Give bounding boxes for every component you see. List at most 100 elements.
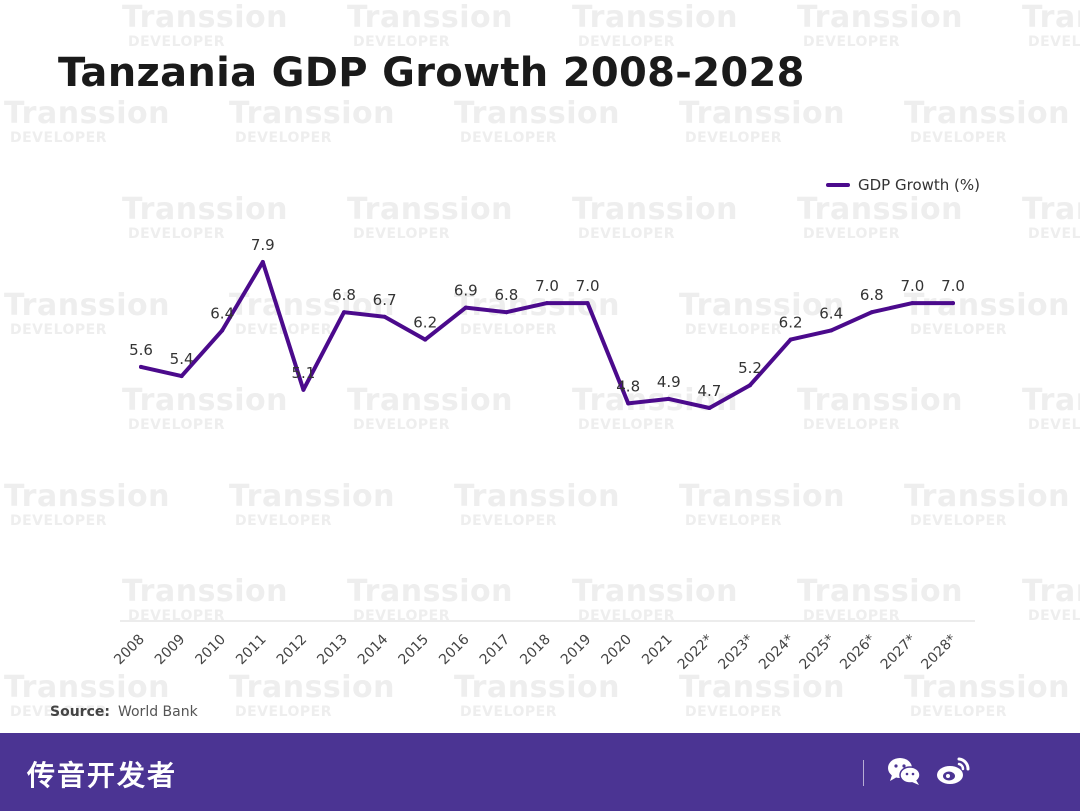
data-label: 4.9 <box>657 373 681 391</box>
data-point <box>504 310 509 315</box>
weibo-icon[interactable] <box>935 755 971 787</box>
data-point <box>788 337 793 342</box>
x-tick-label: 2010 <box>193 632 230 669</box>
x-tick-label: 2022* <box>675 632 716 673</box>
legend-swatch <box>826 183 850 187</box>
data-point <box>626 401 631 406</box>
data-label: 6.9 <box>454 282 478 300</box>
x-tick-label: 2028* <box>918 632 959 673</box>
page-title: Tanzania GDP Growth 2008-2028 <box>58 50 805 96</box>
legend-label: GDP Growth (%) <box>858 176 981 194</box>
data-point <box>748 383 752 388</box>
data-point <box>342 310 346 315</box>
x-tick-label: 2026* <box>837 632 878 673</box>
data-label: 6.4 <box>210 304 234 322</box>
data-point <box>869 310 874 315</box>
data-point <box>951 301 955 306</box>
x-tick-label: 2015 <box>396 632 433 669</box>
data-point <box>829 328 834 333</box>
data-label: 7.9 <box>251 236 275 254</box>
data-label: 5.4 <box>170 350 194 368</box>
data-point <box>179 374 184 379</box>
data-label: 6.8 <box>860 286 884 304</box>
data-label: 7.0 <box>535 277 559 295</box>
data-point <box>545 301 549 306</box>
gdp-line-chart: 5.6 5.4 6.4 7.9 5.1 6.8 6.7 6.2 6.9 6.8 7.0 7.0 4.8 4… <box>111 236 975 673</box>
data-label: 6.4 <box>819 304 843 322</box>
data-point <box>260 260 265 264</box>
data-point <box>910 301 915 306</box>
x-tick-label: 2012 <box>274 632 311 669</box>
x-tick-label: 2013 <box>314 632 351 669</box>
data-label: 5.1 <box>291 364 315 382</box>
data-point <box>585 301 590 306</box>
x-tick-label: 2021 <box>639 632 676 669</box>
x-tick-label: 2014 <box>355 631 392 668</box>
wechat-icon[interactable] <box>886 755 922 787</box>
footer-divider <box>863 760 864 786</box>
x-tick-label: 2025* <box>797 632 838 673</box>
source-value: World Bank <box>117 704 198 720</box>
x-tick-label: 2009 <box>152 632 189 669</box>
data-label: 7.0 <box>900 277 924 295</box>
data-label: 7.0 <box>576 277 600 295</box>
chart-legend: GDP Growth (%) <box>826 176 980 194</box>
x-tick-label: 2018 <box>517 632 554 669</box>
x-tick-label: 2017 <box>477 632 514 669</box>
x-tick-label: 2024* <box>756 632 797 673</box>
x-tick-label: 2008 <box>111 632 148 669</box>
data-point <box>666 396 671 401</box>
data-point <box>423 337 428 342</box>
x-tick-label: 2019 <box>558 632 595 669</box>
source-line: Source: World Bank <box>50 704 198 720</box>
footer-bar: 传音开发者 <box>0 733 1080 811</box>
data-point <box>220 328 225 333</box>
data-point <box>301 387 306 392</box>
watermark-layer: Transsion DEVELOPER Transsion DEVELOPER Tran… <box>4 0 1080 720</box>
x-tick-label: 2027* <box>878 632 919 673</box>
data-label: 7.0 <box>941 277 965 295</box>
x-tick-label: 2023* <box>715 632 756 673</box>
data-label: 6.2 <box>779 314 803 332</box>
data-label: 4.7 <box>697 382 721 400</box>
x-tick-label: 2020 <box>599 632 636 669</box>
data-label: 6.8 <box>494 286 518 304</box>
data-label: 5.2 <box>738 359 762 377</box>
data-label: 6.7 <box>373 291 397 309</box>
data-point <box>463 305 468 310</box>
data-point <box>139 364 143 369</box>
